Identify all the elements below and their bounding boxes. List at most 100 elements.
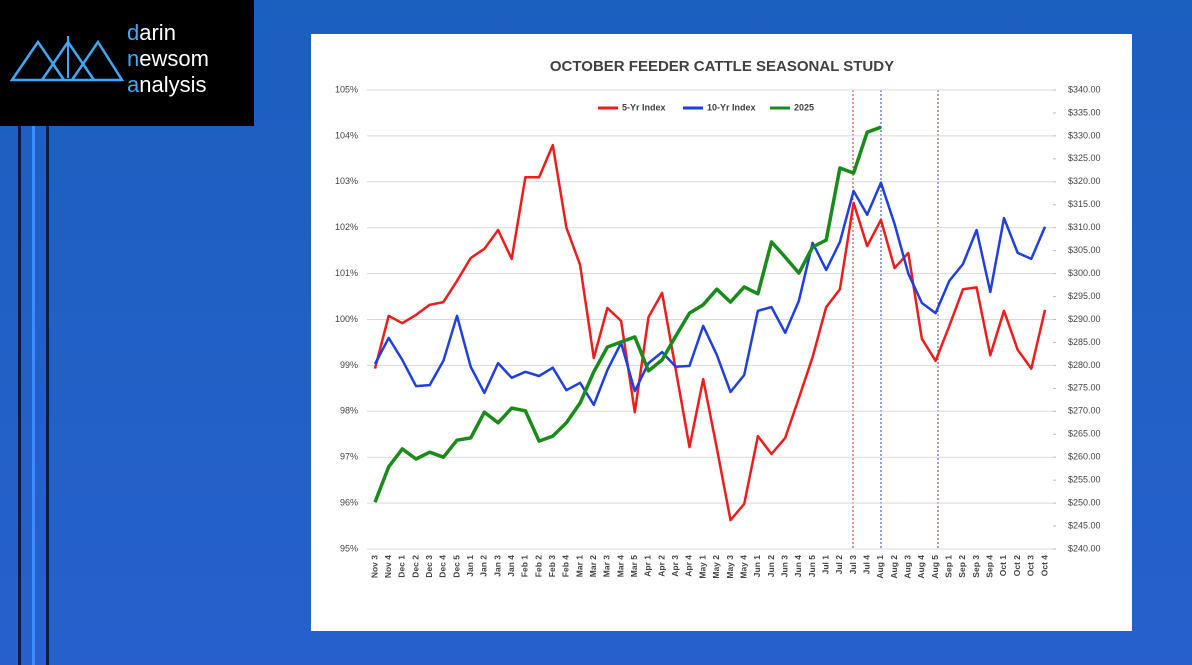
x-tick-label: Jun 2 <box>766 555 776 577</box>
x-tick-label: Jul 2 <box>834 555 844 575</box>
x-tick-label: Jun 3 <box>779 555 789 577</box>
x-tick-label: Dec 1 <box>397 555 407 578</box>
x-tick-label: Oct 3 <box>1026 555 1036 577</box>
x-tick-label: Nov 4 <box>383 555 393 578</box>
x-tick-label: Aug 4 <box>916 555 926 579</box>
y-tick-label: 96% <box>340 497 358 507</box>
x-tick-label: Feb 2 <box>533 555 543 577</box>
y-tick-label: 100% <box>335 314 358 324</box>
x-tick-label: Feb 4 <box>561 555 571 577</box>
x-tick-label: Mar 2 <box>588 555 598 577</box>
x-tick-label: Dec 2 <box>410 555 420 578</box>
x-tick-label: Aug 1 <box>875 555 885 579</box>
x-tick-label: Jan 3 <box>492 555 502 577</box>
x-tick-label: Jan 1 <box>465 555 475 577</box>
x-tick-label: May 2 <box>711 555 721 579</box>
y2-tick-label: $280.00 <box>1068 360 1101 370</box>
x-tick-label: Sep 2 <box>957 555 967 578</box>
chart-panel <box>311 34 1132 631</box>
y2-tick-label: $255.00 <box>1068 475 1101 485</box>
decor-line <box>32 126 35 665</box>
y2-tick-label: $245.00 <box>1068 520 1101 530</box>
x-tick-label: Sep 1 <box>944 555 954 578</box>
y-tick-label: 95% <box>340 543 358 553</box>
chart-title: OCTOBER FEEDER CATTLE SEASONAL STUDY <box>550 58 894 75</box>
x-tick-label: Sep 4 <box>985 555 995 578</box>
x-tick-label: Mar 3 <box>602 555 612 577</box>
y2-tick-label: $330.00 <box>1068 130 1101 140</box>
y2-tick-label: $265.00 <box>1068 429 1101 439</box>
x-tick-label: Aug 2 <box>889 555 899 579</box>
x-tick-label: Oct 2 <box>1012 555 1022 577</box>
series-line <box>373 125 882 503</box>
x-tick-label: Dec 4 <box>438 555 448 578</box>
logo-word: darin <box>127 20 176 45</box>
x-tick-label: Dec 3 <box>424 555 434 578</box>
y-tick-label: 99% <box>340 360 358 370</box>
x-tick-label: May 3 <box>725 555 735 579</box>
y2-tick-label: $250.00 <box>1068 497 1101 507</box>
decor-line <box>46 126 49 665</box>
x-tick-label: Mar 1 <box>574 555 584 577</box>
logo-icon <box>9 36 125 82</box>
decor-line <box>18 126 21 665</box>
series-line <box>373 143 1047 522</box>
logo-word: analysis <box>127 72 207 97</box>
x-tick-label: May 1 <box>697 555 707 579</box>
y-tick-label: 101% <box>335 268 358 278</box>
x-tick-label: Apr 3 <box>670 555 680 577</box>
x-tick-label: Jul 4 <box>861 555 871 575</box>
y2-tick-label: $285.00 <box>1068 337 1101 347</box>
x-tick-label: Jun 5 <box>807 555 817 577</box>
x-tick-label: Apr 4 <box>684 555 694 577</box>
y2-tick-label: $315.00 <box>1068 199 1101 209</box>
x-tick-label: Jul 1 <box>820 555 830 575</box>
x-tick-label: Mar 4 <box>615 555 625 577</box>
x-tick-label: Jul 3 <box>848 555 858 575</box>
logo-word: newsom <box>127 46 209 71</box>
y2-tick-label: $335.00 <box>1068 107 1101 117</box>
x-tick-label: Oct 1 <box>998 555 1008 577</box>
y2-tick-label: $290.00 <box>1068 314 1101 324</box>
x-tick-label: Aug 3 <box>903 555 913 579</box>
y-tick-label: 103% <box>335 176 358 186</box>
x-tick-label: Apr 1 <box>643 555 653 577</box>
x-tick-label: Nov 3 <box>369 555 379 578</box>
x-tick-label: Jan 2 <box>479 555 489 577</box>
y2-tick-label: $310.00 <box>1068 222 1101 232</box>
series-line <box>373 181 1047 407</box>
y2-tick-label: $300.00 <box>1068 268 1101 278</box>
x-tick-label: Sep 3 <box>971 555 981 578</box>
x-tick-label: Jun 4 <box>793 555 803 577</box>
legend-label: 10-Yr Index <box>707 102 756 112</box>
y2-tick-label: $260.00 <box>1068 452 1101 462</box>
y2-tick-label: $275.00 <box>1068 383 1101 393</box>
y-tick-label: 97% <box>340 452 358 462</box>
x-tick-label: Apr 2 <box>656 555 666 577</box>
y-tick-label: 105% <box>335 84 358 94</box>
x-tick-label: Jan 4 <box>506 555 516 577</box>
logo: darin newsom analysis <box>0 0 254 126</box>
x-tick-label: Feb 1 <box>520 555 530 577</box>
legend-label: 2025 <box>794 102 814 112</box>
y-tick-label: 104% <box>335 130 358 140</box>
y2-tick-label: $320.00 <box>1068 176 1101 186</box>
x-tick-label: Feb 3 <box>547 555 557 577</box>
y2-tick-label: $240.00 <box>1068 543 1101 553</box>
y-tick-label: 98% <box>340 406 358 416</box>
x-tick-label: Dec 5 <box>451 555 461 578</box>
x-tick-label: Jun 1 <box>752 555 762 577</box>
y2-tick-label: $305.00 <box>1068 245 1101 255</box>
x-tick-label: Mar 5 <box>629 555 639 577</box>
x-tick-label: May 4 <box>738 555 748 579</box>
legend-label: 5-Yr Index <box>622 102 666 112</box>
y2-tick-label: $295.00 <box>1068 291 1101 301</box>
y2-tick-label: $325.00 <box>1068 153 1101 163</box>
x-tick-label: Aug 5 <box>930 555 940 579</box>
y2-tick-label: $340.00 <box>1068 84 1101 94</box>
y-tick-label: 102% <box>335 222 358 232</box>
y2-tick-label: $270.00 <box>1068 406 1101 416</box>
x-tick-label: Oct 4 <box>1039 555 1049 577</box>
